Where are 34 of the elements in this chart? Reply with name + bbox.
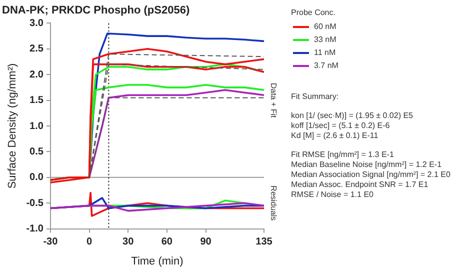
x-tick-label: 90 — [200, 236, 212, 248]
x-tick-label: 60 — [161, 236, 173, 248]
y-tick-label: 0.5 — [30, 146, 44, 158]
y-tick-label: 3.0 — [30, 18, 44, 29]
legend-title: Probe Conc. — [291, 8, 336, 17]
y-tick-label: 1.0 — [30, 120, 44, 132]
x-tick-label: -30 — [43, 236, 58, 248]
legend-label: 11 nM — [314, 48, 336, 57]
chart-title: DNA-PK; PRKDC Phospho (pS2056) — [2, 4, 190, 17]
y-tick-label: -1.0 — [26, 224, 44, 235]
text: Fit Summary: — [291, 92, 340, 102]
text: Data + Fit — [268, 82, 278, 119]
y-tick-label: 1.5 — [30, 95, 44, 106]
y-axis-title: Surface Density (ng/mm²) — [6, 63, 19, 189]
y-tick-label: 0.0 — [30, 172, 44, 184]
text: Median Association Signal [ng/mm²] = 2.1 E0 — [291, 170, 452, 180]
text: kon [1/ (sec·M)] = (1.95 ± 0.02) E5 — [291, 111, 414, 121]
x-tick-label: 135 — [256, 236, 273, 248]
x-tick-label: 0 — [86, 236, 92, 248]
x-tick-label: 30 — [122, 236, 134, 248]
text: Median Assoc. Endpoint SNR = 1.7 E1 — [291, 180, 430, 190]
legend-label: 33 nM — [314, 35, 336, 44]
text: koff [1/sec] = (5.1 ± 0.2) E-6 — [291, 121, 391, 131]
y-tick-label: -0.5 — [26, 198, 44, 209]
y-tick-label: 2.0 — [30, 69, 44, 80]
legend-label: 60 nM — [314, 22, 336, 31]
text: Kd [M] = (2.6 ± 0.1) E-11 — [291, 131, 380, 141]
text: Median Baseline Noise [ng/mm²] = 1.2 E-1 — [291, 160, 443, 170]
legend-label: 3.7 nM — [314, 61, 338, 70]
x-axis-title: Time (min) — [131, 255, 184, 268]
text: Residuals — [268, 186, 278, 221]
y-tick-label: 2.5 — [30, 44, 44, 55]
text: Fit RMSE [ng/mm²] = 1.3 E-1 — [291, 150, 395, 160]
text: RMSE / Noise = 1.1 E0 — [291, 190, 374, 200]
